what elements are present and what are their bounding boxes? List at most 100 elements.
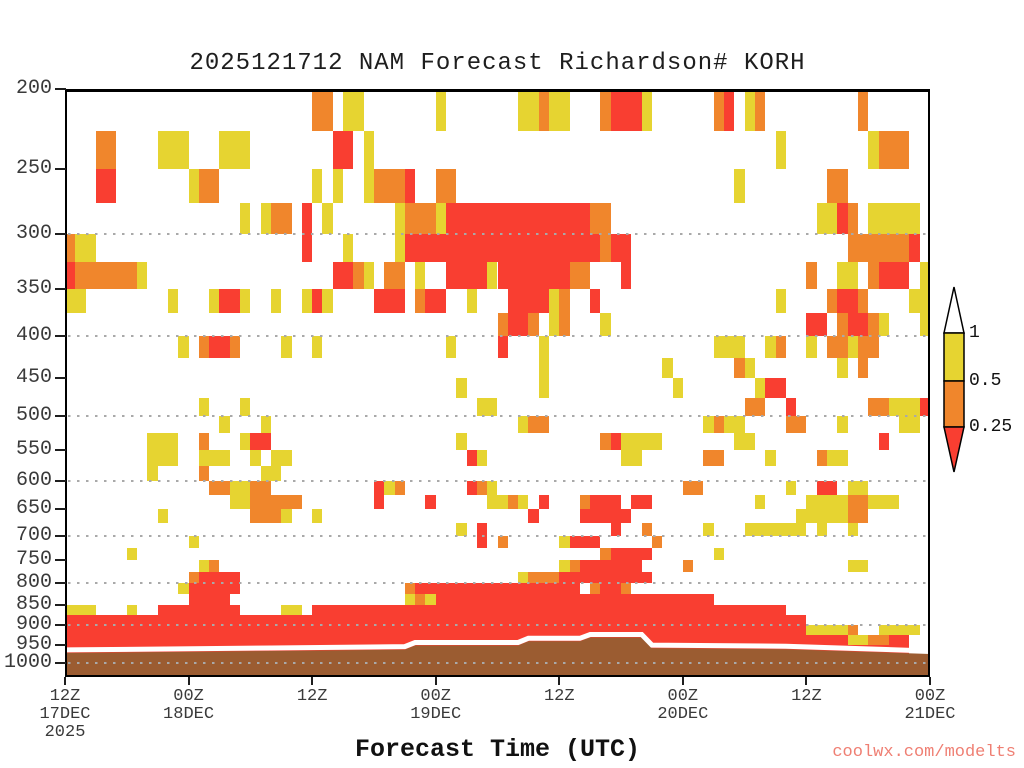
colorbar-bottom-arrow bbox=[943, 426, 965, 473]
watermark-link[interactable]: coolwx.com/modelts bbox=[832, 743, 1016, 762]
pressure-gridline bbox=[68, 624, 927, 627]
heatmap-cell bbox=[75, 233, 96, 263]
x-axis-tick bbox=[311, 677, 314, 685]
heatmap-cell bbox=[847, 233, 910, 263]
pressure-gridline bbox=[68, 479, 927, 482]
heatmap-cell bbox=[229, 336, 241, 358]
heatmap-cell bbox=[157, 605, 241, 616]
heatmap-cell bbox=[548, 313, 560, 337]
heatmap-cell bbox=[713, 548, 725, 561]
x-axis-tick bbox=[558, 677, 561, 685]
heatmap-cell bbox=[713, 415, 725, 434]
colorbar bbox=[943, 286, 965, 473]
heatmap-cell bbox=[126, 548, 138, 561]
heatmap-cell bbox=[621, 262, 632, 289]
heatmap-cell bbox=[497, 262, 570, 289]
x-axis-tick bbox=[64, 677, 66, 685]
terrain-layer bbox=[65, 632, 930, 677]
heatmap-cell bbox=[600, 548, 611, 561]
pressure-gridline bbox=[68, 534, 927, 537]
heatmap-cell bbox=[373, 288, 405, 314]
heatmap-cell bbox=[487, 480, 498, 496]
heatmap-cell bbox=[847, 625, 858, 636]
heatmap-cell bbox=[363, 262, 374, 289]
heatmap-cell bbox=[404, 233, 601, 263]
y-axis-tick bbox=[55, 624, 66, 627]
colorbar-yellow-segment bbox=[943, 332, 965, 382]
heatmap-cell bbox=[713, 336, 745, 358]
heatmap-cell bbox=[888, 635, 910, 645]
heatmap-cell bbox=[137, 262, 148, 289]
heatmap-cell bbox=[847, 336, 858, 358]
y-axis-tick bbox=[55, 335, 66, 338]
heatmap-cell bbox=[518, 572, 529, 584]
heatmap-cell bbox=[590, 288, 601, 314]
heatmap-cell bbox=[281, 336, 292, 358]
heatmap-cell bbox=[415, 288, 426, 314]
x-axis-time-label: 00Z bbox=[667, 687, 699, 706]
y-axis-tick bbox=[55, 232, 66, 235]
heatmap-cell bbox=[538, 336, 549, 358]
heatmap-cell bbox=[785, 415, 807, 434]
heatmap-cell bbox=[425, 288, 446, 314]
heatmap-cell bbox=[332, 168, 344, 203]
heatmap-cell bbox=[178, 583, 189, 595]
heatmap-cell bbox=[610, 233, 632, 263]
heatmap-cell bbox=[332, 131, 354, 169]
heatmap-cell bbox=[775, 131, 786, 169]
heatmap-cell bbox=[281, 509, 292, 523]
x-axis-time-label: 00Z bbox=[914, 687, 946, 706]
x-axis-tick bbox=[681, 677, 684, 685]
heatmap-cell bbox=[837, 262, 858, 289]
heatmap-cell bbox=[847, 202, 858, 234]
heatmap-cell bbox=[569, 535, 601, 549]
colorbar-label-05: 0.5 bbox=[969, 371, 1002, 391]
heatmap-cell bbox=[816, 202, 838, 234]
heatmap-cell bbox=[734, 168, 745, 203]
heatmap-cell bbox=[75, 262, 138, 289]
y-axis-tick-label: 200 bbox=[15, 77, 52, 100]
heatmap-cell bbox=[796, 509, 848, 523]
heatmap-cell bbox=[754, 378, 766, 398]
heatmap-cell bbox=[446, 262, 488, 289]
heatmap-cell bbox=[724, 415, 745, 434]
x-axis-tick bbox=[929, 677, 931, 685]
heatmap-cell bbox=[847, 522, 858, 536]
heatmap-cell bbox=[147, 433, 179, 450]
heatmap-cell bbox=[394, 233, 405, 263]
heatmap-cell bbox=[65, 233, 76, 263]
x-axis-time-label: 00Z bbox=[173, 687, 204, 706]
heatmap-cell bbox=[559, 560, 570, 573]
heatmap-cell bbox=[909, 288, 930, 314]
heatmap-cell bbox=[353, 262, 364, 289]
heatmap-cell bbox=[548, 288, 560, 314]
heatmap-cell bbox=[610, 522, 622, 536]
heatmap-cell bbox=[301, 233, 313, 263]
heatmap-cell bbox=[394, 202, 405, 234]
y-axis-tick-label: 750 bbox=[15, 548, 52, 572]
heatmap-cell bbox=[816, 449, 828, 466]
pressure-gridline bbox=[68, 335, 927, 338]
heatmap-cell bbox=[878, 131, 910, 169]
heatmap-cell bbox=[806, 495, 848, 510]
heatmap-cell bbox=[312, 509, 323, 523]
heatmap-cell bbox=[682, 480, 704, 496]
y-axis-tick-label: 600 bbox=[15, 468, 52, 492]
heatmap-cell bbox=[744, 522, 807, 536]
heatmap-cell bbox=[672, 378, 683, 398]
heatmap-cell bbox=[250, 495, 302, 510]
heatmap-cell bbox=[785, 480, 797, 496]
heatmap-cell bbox=[765, 378, 786, 398]
y-axis-tick bbox=[55, 582, 66, 585]
heatmap-cell bbox=[559, 572, 652, 584]
heatmap-cell bbox=[209, 288, 220, 314]
heatmap-cell bbox=[476, 522, 488, 536]
colorbar-label-025: 0.25 bbox=[969, 417, 1013, 437]
heatmap-cell bbox=[157, 131, 189, 169]
heatmap-cell bbox=[394, 480, 405, 496]
heatmap-cell bbox=[219, 415, 230, 434]
heatmap-cell bbox=[744, 89, 755, 131]
y-axis-tick-label: 550 bbox=[15, 437, 52, 461]
heatmap-cell bbox=[837, 357, 848, 379]
heatmap-cell bbox=[569, 560, 580, 573]
